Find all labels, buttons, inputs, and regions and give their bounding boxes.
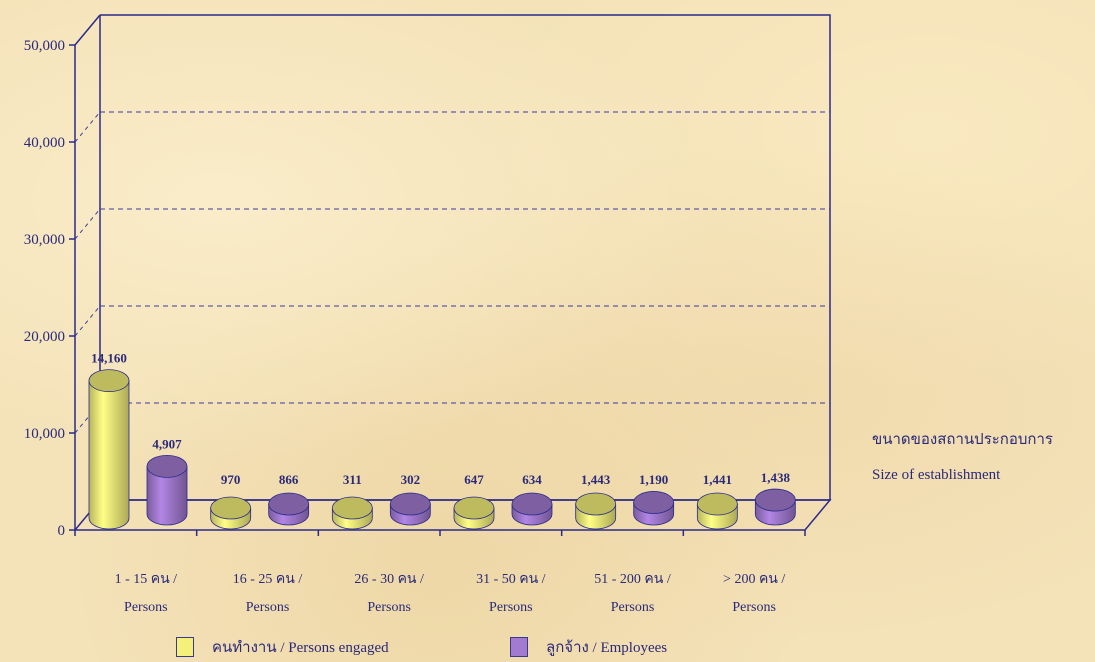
- x-category-label: Persons: [732, 600, 776, 615]
- bar-0-3: [453, 496, 495, 530]
- x-category-label: Persons: [611, 600, 655, 615]
- bar-1-5-top: [754, 488, 796, 512]
- data-label-1-0: 4,907: [152, 436, 182, 451]
- legend-swatch-employees: [510, 637, 528, 657]
- bar-0-1-top: [210, 496, 252, 520]
- bar-1-1: [268, 492, 310, 526]
- bar-1-4-top: [633, 491, 675, 514]
- left-wall-top: [74, 14, 101, 46]
- x-category-label: Persons: [489, 600, 533, 615]
- bar-1-0-top: [146, 455, 188, 478]
- x-axis-categories: 1 - 15 คน / Persons 16 - 25 คน / Persons 26 …: [115, 572, 786, 615]
- y-tick-label: 50,000: [24, 38, 65, 54]
- x-category-label: Persons: [124, 600, 168, 615]
- data-labels: 14,160 4,907 970 866 311 302 647 634 1,443 1,190 1…: [91, 351, 790, 487]
- x-category-label: 1 - 15 คน /: [115, 572, 178, 587]
- x-category-label: 16 - 25 คน /: [233, 572, 303, 587]
- gridline-diagonal: [74, 208, 101, 240]
- bar-0-5-top: [696, 492, 738, 516]
- bar-1-0-body: [146, 466, 188, 526]
- bar-0-4: [575, 492, 617, 530]
- gridlines: [74, 111, 830, 434]
- data-label-0-0: 14,160: [91, 351, 127, 366]
- bar-0-3-top: [453, 496, 495, 520]
- data-label-1-4: 1,190: [639, 472, 668, 487]
- bar-0-2-top: [331, 496, 373, 520]
- data-label-0-1: 970: [221, 472, 241, 487]
- bar-1-2: [389, 492, 431, 526]
- legend-item-employees: ลูกจ้าง / Employees: [510, 635, 667, 659]
- legend-label-persons-engaged: คนทำงาน / Persons engaged: [212, 640, 389, 656]
- y-tick-label: 40,000: [24, 135, 65, 151]
- bar-1-1-top: [268, 492, 310, 516]
- y-tick-label: 20,000: [24, 329, 65, 345]
- legend-swatch-persons-engaged: [176, 637, 194, 657]
- bar-0-1: [210, 496, 252, 530]
- x-axis-title-english: Size of establishment: [872, 467, 1001, 483]
- y-tick-label: 30,000: [24, 232, 65, 248]
- data-label-1-5: 1,438: [761, 470, 791, 485]
- legend-item-persons-engaged: คนทำงาน / Persons engaged: [176, 635, 389, 659]
- bars: [88, 369, 796, 530]
- bar-1-4: [633, 491, 675, 526]
- data-label-1-3: 634: [522, 472, 542, 487]
- data-label-0-4: 1,443: [581, 472, 611, 487]
- data-label-0-3: 647: [464, 472, 484, 487]
- back-wall: [99, 14, 831, 501]
- bar-0-5: [696, 492, 738, 530]
- bar-1-3-top: [511, 492, 553, 516]
- legend-label-employees: ลูกจ้าง / Employees: [546, 640, 668, 656]
- bar-1-0: [146, 455, 188, 526]
- x-category-label: Persons: [246, 600, 290, 615]
- x-axis-title-thai: ขนาดของสถานประกอบการ: [872, 432, 1053, 448]
- data-label-1-2: 302: [401, 472, 421, 487]
- y-tick-label: 10,000: [24, 426, 65, 442]
- x-category-label: Persons: [367, 600, 411, 615]
- bar-0-0: [88, 369, 130, 530]
- chart-frame: [74, 14, 832, 536]
- y-axis-ticks: 0 10,000 20,000 30,000 40,000 50,000: [24, 38, 75, 539]
- y-tick-label: 0: [58, 523, 66, 539]
- bar-1-3: [511, 492, 553, 526]
- bar-0-0-body: [88, 380, 130, 530]
- gridline-diagonal: [74, 305, 101, 337]
- bar-0-2: [331, 496, 373, 530]
- data-label-0-2: 311: [343, 472, 362, 487]
- gridline-diagonal: [74, 111, 101, 143]
- bar-1-5: [754, 488, 796, 526]
- x-category-label: 26 - 30 คน /: [354, 572, 424, 587]
- x-category-label: > 200 คน /: [723, 572, 785, 587]
- data-label-1-1: 866: [279, 472, 299, 487]
- data-label-0-5: 1,441: [703, 472, 732, 487]
- bar-0-0-top: [88, 369, 130, 393]
- x-category-label: 51 - 200 คน /: [594, 572, 671, 587]
- x-category-label: 31 - 50 คน /: [476, 572, 546, 587]
- bar-1-2-top: [389, 492, 431, 516]
- bar-0-4-top: [575, 492, 617, 516]
